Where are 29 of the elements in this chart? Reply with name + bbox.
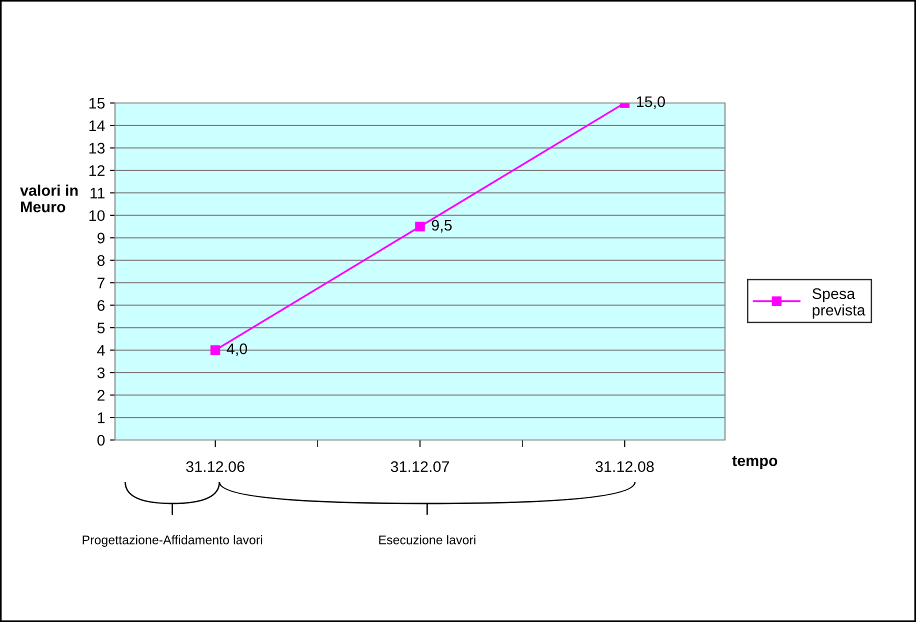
y-tick-label: 4 [97,345,105,356]
y-tick-label: 2 [98,390,105,401]
y-tick-label: 6 [98,300,105,311]
y-tick-label: 3 [97,367,105,378]
point [415,222,425,232]
data-label: 4,0 [226,343,248,356]
y-tick-label: 10 [89,210,105,222]
legend-label: Spesa prevista [812,288,866,319]
text: Esecuzione lavori [379,535,476,544]
y-tick-label: 1 [98,412,105,424]
y-tick-label: 5 [97,322,105,334]
x-axis-title: tempo [732,456,778,470]
data-label: 9,5 [432,220,452,232]
y-tick-label: 14 [89,120,105,131]
y-tick-label: 7 [98,278,105,288]
data-label: 15,0 [636,96,665,109]
y-tick-label: 13 [89,142,105,154]
y-tick-label: 15 [89,98,105,109]
x-tick-label: 31.12.06 [186,461,244,472]
y-tick-label: 12 [89,165,105,176]
y-tick-label: 0 [97,434,105,446]
point [210,345,220,355]
x-tick-label: 31.12.08 [596,461,654,472]
y-tick-label: 11 [90,188,105,198]
y-tick-label: 9 [98,232,105,244]
y-axis-title: valori in Meuro [20,184,78,212]
x-tick-label: 31.12.07 [390,461,449,472]
text: Progettazione-Affidamento lavori [82,535,262,547]
y-tick-label: 8 [97,255,105,266]
